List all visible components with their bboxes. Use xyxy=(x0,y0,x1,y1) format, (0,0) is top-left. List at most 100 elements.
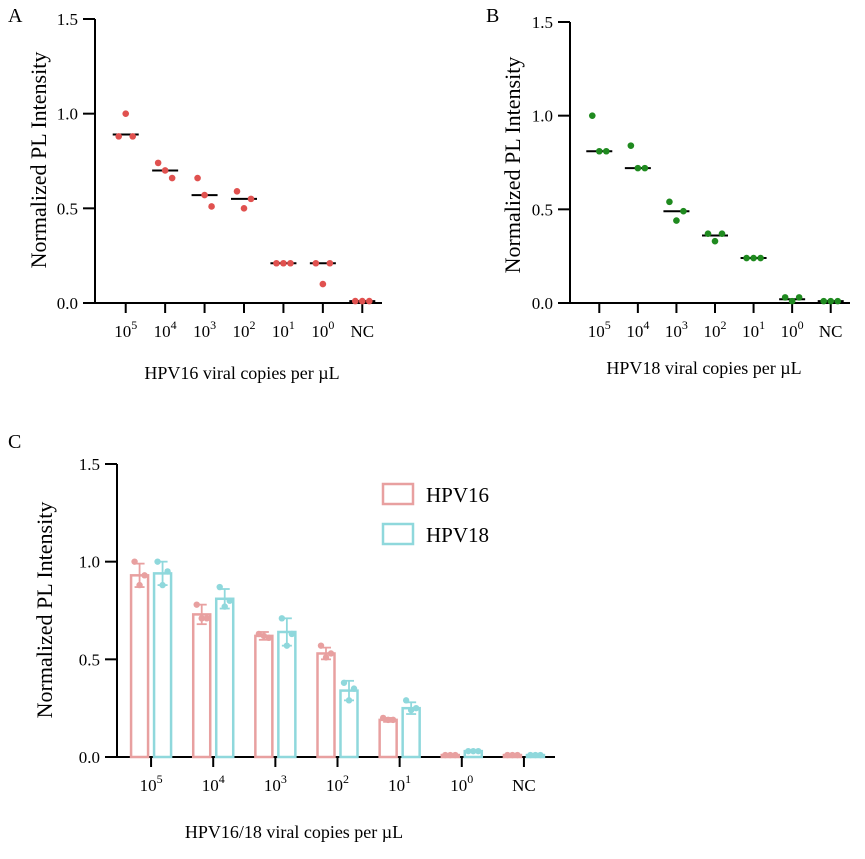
y-axis-label: Normalized PL Intensity xyxy=(26,52,51,269)
data-point xyxy=(820,297,828,305)
bar xyxy=(129,574,150,759)
bar xyxy=(378,718,398,759)
data-point xyxy=(164,568,171,575)
data-point xyxy=(350,685,358,692)
x-tick-label: 102 xyxy=(233,318,256,341)
data-point xyxy=(260,632,268,640)
x-axis-label: HPV16 viral copies per µL xyxy=(144,363,339,383)
legend: HPV16 HPV18 xyxy=(381,482,489,547)
y-tick-label: 0.0 xyxy=(532,294,553,313)
data-point xyxy=(509,751,516,759)
data-point xyxy=(634,164,642,172)
data-point xyxy=(194,174,201,182)
data-point xyxy=(201,191,208,199)
data-point xyxy=(595,147,603,155)
y-tick-label: 1.5 xyxy=(57,10,78,29)
data-point xyxy=(827,297,835,305)
data-point xyxy=(358,297,366,305)
y-tick-label: 0.0 xyxy=(57,294,78,313)
chart-panel-b: B 0.0 0.5 1.0 1.5 105 104 103 102 101 100 NC Norm… xyxy=(486,5,850,378)
data-point xyxy=(442,751,449,759)
data-point xyxy=(452,751,459,759)
data-point xyxy=(412,704,420,712)
x-axis: 105 104 103 102 101 100 NC xyxy=(570,302,850,341)
data-point xyxy=(288,630,296,638)
data-point xyxy=(203,615,210,622)
y-tick-label: 0.5 xyxy=(57,199,78,218)
data-point xyxy=(280,259,287,267)
data-point xyxy=(532,751,539,759)
data-point xyxy=(154,558,161,565)
y-tick-label: 1.5 xyxy=(532,13,553,32)
x-tick-label: 102 xyxy=(326,772,349,795)
y-tick-label: 1.0 xyxy=(79,553,100,572)
data-point xyxy=(141,572,148,579)
y-tick-label: 0.5 xyxy=(532,200,553,219)
data-point xyxy=(136,581,143,589)
data-point xyxy=(627,142,635,149)
panel-letter-c: C xyxy=(8,431,21,453)
data-point xyxy=(402,697,410,704)
x-tick-label: 104 xyxy=(626,318,649,341)
x-tick-label: NC xyxy=(819,322,843,341)
data-point xyxy=(129,133,137,140)
x-tick-label: 101 xyxy=(272,318,295,341)
data-point xyxy=(781,294,789,301)
data-point xyxy=(475,747,482,755)
y-tick-label: 0.0 xyxy=(79,748,100,767)
plot-marks xyxy=(586,112,844,305)
data-point xyxy=(407,706,415,714)
x-tick-label: 105 xyxy=(588,318,611,341)
bar xyxy=(152,572,173,759)
data-point xyxy=(265,634,273,642)
data-point xyxy=(673,217,680,224)
data-point xyxy=(216,583,223,591)
legend-swatch xyxy=(381,482,415,506)
y-tick-label: 1.0 xyxy=(57,105,78,124)
data-point xyxy=(255,630,263,638)
data-point xyxy=(319,280,327,288)
data-point xyxy=(312,259,320,267)
x-tick-label: 103 xyxy=(264,772,287,795)
data-point xyxy=(322,654,330,661)
data-point xyxy=(221,603,228,610)
legend-swatch xyxy=(381,522,415,546)
data-point xyxy=(198,615,205,622)
data-point xyxy=(233,187,241,195)
data-point xyxy=(666,198,673,206)
panel-letter-b: B xyxy=(486,5,499,27)
x-tick-label: 104 xyxy=(154,318,177,341)
y-axis: 0.0 0.5 1.0 1.5 xyxy=(57,10,96,313)
bar xyxy=(277,630,297,759)
x-axis-label: HPV16/18 viral copies per µL xyxy=(185,822,403,842)
bar xyxy=(316,652,336,759)
y-axis: 0.0 0.5 1.0 1.5 xyxy=(79,455,118,767)
data-point xyxy=(193,601,200,608)
plot-marks xyxy=(129,558,546,759)
data-point xyxy=(154,159,162,167)
x-tick-label: 102 xyxy=(704,318,727,341)
data-point xyxy=(131,558,138,565)
data-point xyxy=(384,716,392,724)
y-axis-label: Normalized PL Intensity xyxy=(500,57,525,274)
chart-panel-a: A 0.0 0.5 1.0 1.5 105 104 103 102 101 100 NC Norm… xyxy=(8,5,382,383)
x-tick-label: 100 xyxy=(781,318,804,341)
data-point xyxy=(351,297,359,305)
y-tick-label: 1.0 xyxy=(532,107,553,126)
data-point xyxy=(317,642,325,649)
data-point xyxy=(680,207,687,215)
data-point xyxy=(365,297,373,305)
data-point xyxy=(226,597,233,604)
data-point xyxy=(750,254,757,262)
data-point xyxy=(389,716,397,724)
x-tick-label: 100 xyxy=(311,318,334,341)
y-axis-label: Normalized PL Intensity xyxy=(32,502,57,719)
data-point xyxy=(115,133,123,140)
x-tick-label: 105 xyxy=(140,772,163,795)
data-point xyxy=(447,751,454,759)
data-point xyxy=(283,642,291,649)
data-point xyxy=(208,203,215,210)
data-point xyxy=(588,112,596,119)
chart-panel-c: C 0.0 0.5 1.0 1.5 105 104 103 102 101 100 NC HPV1… xyxy=(8,431,555,842)
bar xyxy=(254,634,274,759)
